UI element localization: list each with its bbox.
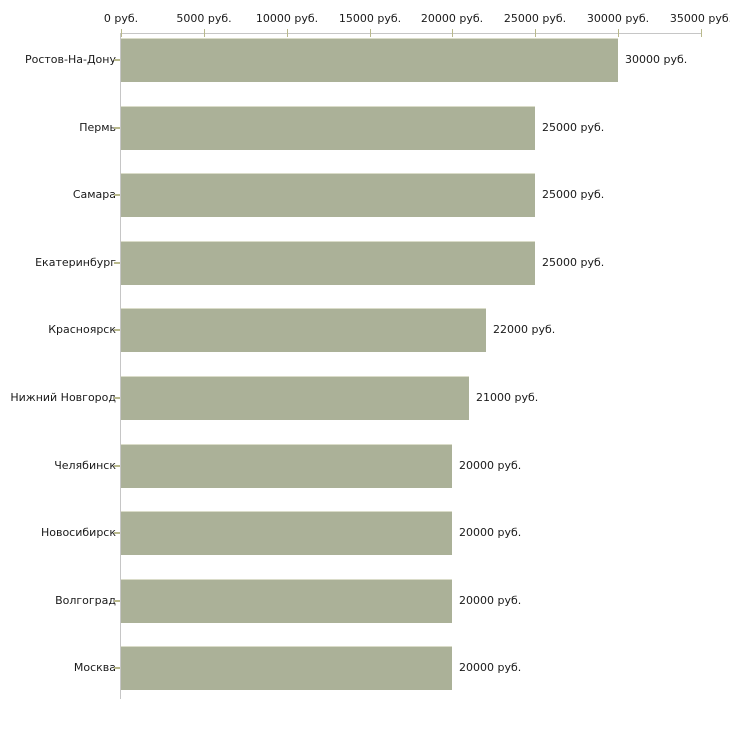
value-label: 20000 руб. xyxy=(459,459,522,472)
x-axis-tick xyxy=(287,29,288,37)
x-axis-line xyxy=(121,33,702,34)
category-label: Москва xyxy=(73,661,116,674)
bar xyxy=(121,241,535,285)
value-label: 30000 руб. xyxy=(625,53,688,66)
x-axis-tick-label: 10000 руб. xyxy=(255,12,319,25)
x-axis-tick-label: 25000 руб. xyxy=(503,12,567,25)
bar xyxy=(121,38,618,82)
value-label: 25000 руб. xyxy=(542,256,605,269)
value-label: 22000 руб. xyxy=(493,323,556,336)
value-label: 25000 руб. xyxy=(542,121,605,134)
x-axis-tick-label: 35000 руб. xyxy=(669,12,730,25)
value-label: 21000 руб. xyxy=(476,391,539,404)
category-label: Нижний Новгород xyxy=(10,391,116,404)
bar xyxy=(121,444,452,488)
x-axis-tick xyxy=(204,29,205,37)
x-axis-tick-label: 5000 руб. xyxy=(176,12,232,25)
value-label: 20000 руб. xyxy=(459,594,522,607)
x-axis-tick-label: 20000 руб. xyxy=(420,12,484,25)
x-axis-tick xyxy=(370,29,371,37)
category-label: Новосибирск xyxy=(40,526,116,539)
y-axis-line xyxy=(120,33,121,699)
category-label: Ростов-На-Дону xyxy=(24,53,116,66)
x-axis-tick-label: 0 руб. xyxy=(103,12,139,25)
x-axis-tick-label: 15000 руб. xyxy=(338,12,402,25)
category-label: Волгоград xyxy=(55,594,116,607)
bar xyxy=(121,308,486,352)
x-axis-tick xyxy=(535,29,536,37)
y-axis-tick xyxy=(114,397,120,399)
value-label: 20000 руб. xyxy=(459,661,522,674)
value-label: 25000 руб. xyxy=(542,188,605,201)
y-axis-tick xyxy=(114,329,120,331)
category-label: Челябинск xyxy=(54,459,116,472)
y-axis-tick xyxy=(114,465,120,467)
y-axis-tick xyxy=(114,127,120,129)
bar xyxy=(121,511,452,555)
value-label: 20000 руб. xyxy=(459,526,522,539)
bar xyxy=(121,579,452,623)
x-axis-tick-label: 30000 руб. xyxy=(586,12,650,25)
bar xyxy=(121,646,452,690)
category-label: Самара xyxy=(72,188,116,201)
y-axis-tick xyxy=(114,667,120,669)
x-axis-tick xyxy=(618,29,619,37)
y-axis-tick xyxy=(114,532,120,534)
y-axis-tick xyxy=(114,59,120,61)
y-axis-tick xyxy=(114,194,120,196)
x-axis-tick xyxy=(121,29,122,37)
x-axis-tick xyxy=(452,29,453,37)
bar xyxy=(121,376,469,420)
y-axis-tick xyxy=(114,600,120,602)
category-label: Пермь xyxy=(79,121,116,134)
y-axis-tick xyxy=(114,262,120,264)
x-axis-tick xyxy=(701,29,702,37)
category-label: Екатеринбург xyxy=(35,256,116,269)
bar xyxy=(121,106,535,150)
category-label: Красноярск xyxy=(48,323,116,336)
bar xyxy=(121,173,535,217)
